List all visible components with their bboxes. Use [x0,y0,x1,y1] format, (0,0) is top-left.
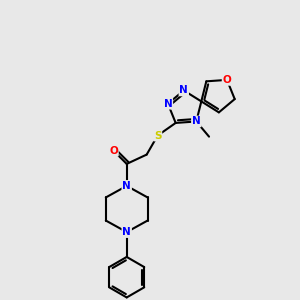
Text: O: O [223,75,231,85]
Text: N: N [122,181,131,191]
Text: N: N [164,99,172,109]
Text: N: N [122,227,131,237]
Text: N: N [192,116,201,127]
Text: O: O [109,146,118,156]
Text: S: S [154,130,161,140]
Text: N: N [179,85,188,95]
